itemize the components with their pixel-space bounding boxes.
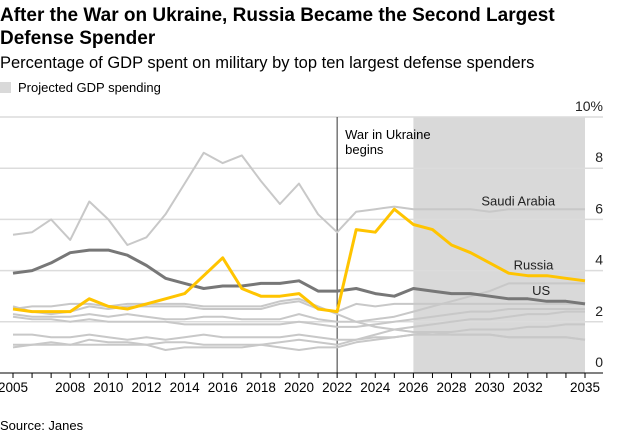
x-tick-label: 2010	[93, 380, 123, 395]
series-line-other-f	[13, 323, 585, 346]
chart-subtitle: Percentage of GDP spent on military by t…	[0, 54, 535, 72]
y-tick-label: 0	[595, 354, 603, 370]
annotation-text-line1: War in Ukraine	[345, 127, 430, 142]
annotation-text-line2: begins	[345, 142, 384, 157]
x-tick-label: 2012	[131, 380, 161, 395]
legend-swatch-projected	[0, 82, 11, 93]
x-tick-label: 2035	[570, 380, 600, 395]
x-tick-label: 2028	[437, 380, 467, 395]
x-tick-label: 2024	[360, 380, 391, 395]
y-tick-label: 6	[595, 200, 603, 216]
series-line-saudi-arabia	[12, 151, 585, 246]
legend: Projected GDP spending	[0, 80, 161, 95]
series-line-other-e	[13, 310, 585, 341]
x-tick-label: 2008	[55, 380, 85, 395]
series-line-other-a	[12, 300, 585, 316]
x-tick-label: 2026	[398, 380, 428, 395]
y-tick-label: 4	[595, 252, 603, 268]
x-tick-label: 2014	[170, 380, 201, 395]
series-line-us	[12, 248, 586, 306]
source-note: Source: Janes	[0, 418, 84, 433]
x-tick-label: 2005	[0, 380, 28, 395]
x-tick-label: 2016	[208, 380, 238, 395]
y-tick-label: 2	[595, 303, 603, 319]
x-tick-label: 2032	[513, 380, 543, 395]
series-line-other-g	[12, 333, 586, 351]
series-label-saudi-arabia: Saudi Arabia	[481, 193, 555, 208]
y-tick-label: 8	[595, 149, 603, 165]
series-line-other-c	[12, 308, 585, 328]
x-tick-label: 2018	[246, 380, 276, 395]
legend-label-projected: Projected GDP spending	[18, 80, 161, 95]
series-label-us: US	[532, 283, 550, 298]
x-tick-label: 2020	[284, 380, 314, 395]
x-tick-label: 2030	[475, 380, 505, 395]
chart-title: After the War on Ukraine, Russia Became …	[0, 5, 555, 49]
series-line-russia	[12, 207, 586, 314]
x-tick-label: 2022	[322, 380, 352, 395]
series-label-russia: Russia	[514, 257, 555, 272]
y-tick-label: 10%	[575, 98, 603, 114]
